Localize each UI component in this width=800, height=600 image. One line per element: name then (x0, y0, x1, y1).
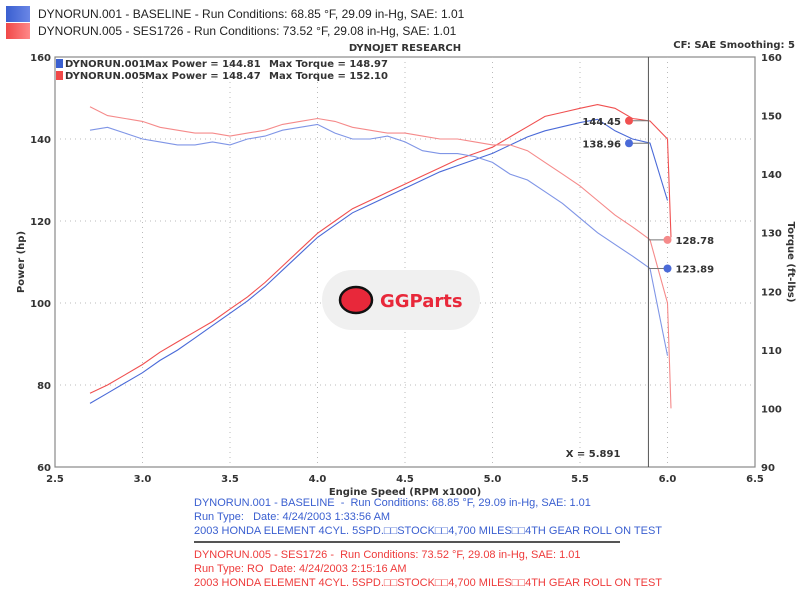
cursor-marker (625, 139, 633, 148)
summary-swatch-icon (56, 59, 63, 68)
legend-label: DYNORUN.001 - BASELINE - Run Conditions:… (38, 6, 465, 21)
watermark-badge (322, 270, 480, 330)
footer-line: 2003 HONDA ELEMENT 4CYL. 5SPD.□□STOCK□□4… (194, 525, 663, 537)
footer-run-001: DYNORUN.001 - BASELINE - Run Conditions:… (194, 496, 662, 538)
mascot-icon (338, 285, 374, 315)
summary-max-torque: Max Torque = 152.10 (269, 71, 388, 82)
blue-swatch-icon (6, 5, 30, 22)
x-tick-label: 5.0 (484, 474, 502, 485)
summary-max-power: Max Power = 148.47 (145, 71, 261, 82)
cursor-value: 144.45 (582, 117, 621, 128)
y2-tick-label: 110 (761, 346, 782, 357)
cursor-marker (663, 235, 672, 244)
y2-tick-label: 140 (761, 170, 782, 181)
x-tick-label: 4.0 (309, 474, 327, 485)
series-line (89, 104, 672, 394)
divider (194, 541, 620, 543)
y-tick-label: 100 (30, 299, 51, 310)
y2-tick-label: 120 (761, 287, 782, 298)
chart-info: CF: SAE Smoothing: 5 (673, 40, 795, 51)
summary-swatch-icon (56, 71, 63, 80)
cursor-marker (625, 116, 633, 125)
series-line (89, 123, 669, 356)
y-axis-label: Power (hp) (16, 231, 27, 293)
x-tick-label: 6.5 (746, 474, 764, 485)
watermark-text: GGParts (380, 291, 463, 312)
y-tick-label: 140 (30, 135, 51, 146)
footer-line: Run Type: RO Date: 4/24/2003 2:15:16 AM (194, 563, 407, 575)
footer-line: DYNORUN.005 - SES1726 - Run Conditions: … (194, 549, 581, 561)
cursor-marker (663, 264, 672, 273)
series-line (89, 118, 669, 404)
x-tick-label: 4.5 (396, 474, 414, 485)
cursor-value: 128.78 (676, 236, 715, 247)
y2-tick-label: 90 (761, 463, 775, 474)
y2-tick-label: 160 (761, 53, 782, 64)
y-tick-label: 120 (30, 217, 51, 228)
summary-run: DYNORUN.001 (65, 59, 146, 70)
footer-line: Run Type: Date: 4/24/2003 1:33:56 AM (194, 511, 391, 523)
y2-tick-label: 100 (761, 404, 782, 415)
red-swatch-icon (6, 22, 30, 39)
cursor-value: 138.96 (582, 139, 621, 150)
cursor-label: X = 5.891 (566, 449, 621, 460)
x-tick-label: 3.5 (221, 474, 239, 485)
y2-tick-label: 150 (761, 112, 782, 123)
chart-title: DYNOJET RESEARCH (349, 43, 461, 54)
y-tick-label: 80 (37, 381, 51, 392)
y-tick-label: 60 (37, 463, 51, 474)
summary-max-power: Max Power = 144.81 (145, 59, 261, 70)
y-tick-label: 160 (30, 53, 51, 64)
cursor-value: 123.89 (676, 265, 715, 276)
x-tick-label: 3.0 (134, 474, 152, 485)
x-axis-label: Engine Speed (RPM x1000) (329, 487, 481, 498)
x-tick-label: 2.5 (46, 474, 64, 485)
summary-run: DYNORUN.005 (65, 71, 146, 82)
summary-max-torque: Max Torque = 148.97 (269, 59, 388, 70)
series-line (89, 106, 672, 409)
x-tick-label: 6.0 (659, 474, 677, 485)
footer-line: 2003 HONDA ELEMENT 4CYL. 5SPD.□□STOCK□□4… (194, 577, 663, 589)
y2-axis-label: Torque (ft-lbs) (785, 222, 796, 303)
x-tick-label: 5.5 (571, 474, 589, 485)
footer-run-005: DYNORUN.005 - SES1726 - Run Conditions: … (194, 548, 662, 590)
legend-label: DYNORUN.005 - SES1726 - Run Conditions: … (38, 23, 457, 38)
y2-tick-label: 130 (761, 229, 782, 240)
footer-line: DYNORUN.001 - BASELINE - Run Conditions:… (194, 497, 591, 509)
legend-run-005: DYNORUN.005 - SES1726 - Run Conditions: … (6, 22, 456, 39)
legend-run-001: DYNORUN.001 - BASELINE - Run Conditions:… (6, 5, 464, 22)
